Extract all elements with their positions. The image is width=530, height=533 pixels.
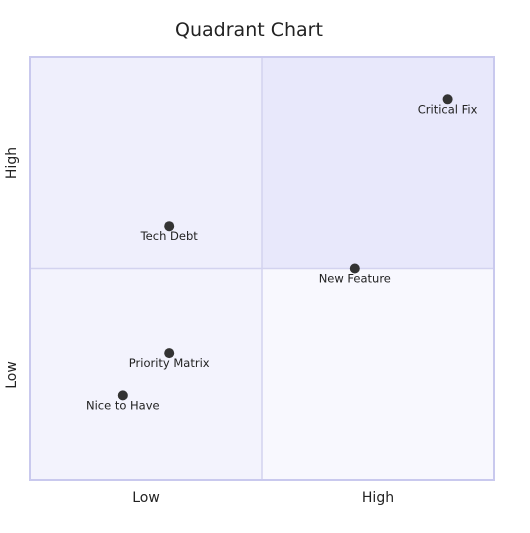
quadrants-layer: [29, 56, 495, 481]
point-label: New Feature: [319, 272, 391, 286]
point-label: Nice to Have: [86, 398, 160, 412]
plot-border: [29, 56, 495, 481]
data-point: [164, 348, 175, 359]
quadrant-bottom-right: [262, 268, 494, 480]
point-label: Priority Matrix: [129, 356, 210, 370]
y-axis-high-label: High: [4, 147, 20, 179]
y-axis-low-label: Low: [4, 361, 20, 389]
quadrant-top-left: [30, 57, 262, 269]
data-point: [442, 94, 453, 105]
data-point: [117, 390, 128, 401]
x-axis-low-label: Low: [132, 490, 160, 506]
point-label: Tech Debt: [140, 229, 199, 243]
x-axis-high-label: High: [362, 490, 394, 506]
quadrant-top-right: [262, 57, 494, 269]
point-label: Critical Fix: [418, 102, 478, 116]
data-point: [164, 221, 175, 232]
points-layer: Critical Fix Tech Debt New Feature Priority…: [86, 94, 478, 412]
quadrant-bottom-left: [30, 268, 262, 480]
chart-title: Quadrant Chart: [175, 19, 323, 41]
data-point: [349, 263, 360, 274]
